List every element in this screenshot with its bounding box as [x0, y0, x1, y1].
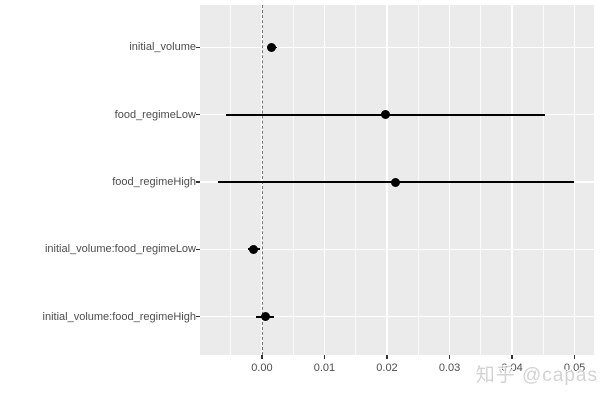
- y-axis-tick: [196, 114, 200, 116]
- gridline-major-vertical: [323, 5, 326, 355]
- gridline-minor-vertical: [542, 5, 544, 355]
- x-axis-tick: [511, 355, 513, 359]
- x-axis-label: 0.01: [313, 362, 336, 374]
- gridline-major-vertical: [261, 5, 263, 355]
- gridline-major-vertical: [573, 5, 576, 355]
- estimate-point: [260, 312, 270, 322]
- zero-reference-line: [261, 5, 263, 355]
- y-axis-tick: [196, 248, 200, 250]
- estimate-point: [391, 177, 401, 187]
- x-axis-tick: [448, 355, 451, 359]
- y-axis-label: initial_volume:food_regimeLow: [44, 243, 196, 256]
- y-axis-tick: [196, 46, 200, 48]
- plot-panel: [200, 5, 594, 355]
- gridline-major-vertical: [386, 5, 388, 355]
- y-axis-label: food_regimeLow: [114, 108, 196, 121]
- estimate-point: [267, 42, 277, 52]
- x-axis-label: 0.00: [251, 362, 273, 374]
- y-axis-tick: [196, 316, 200, 318]
- gridline-major-horizontal: [200, 248, 594, 251]
- x-axis-label: 0.04: [501, 362, 523, 374]
- estimate-point: [249, 244, 259, 254]
- x-axis-tick: [323, 355, 326, 359]
- y-axis-label: initial_volume:food_regimeHigh: [42, 310, 196, 323]
- x-axis-label: 0.03: [438, 362, 461, 374]
- x-axis-tick: [574, 355, 576, 359]
- gridline-minor-vertical: [355, 5, 357, 355]
- gridline-minor-vertical: [292, 5, 294, 355]
- y-axis-tick: [196, 181, 200, 183]
- gridline-minor-vertical: [230, 5, 231, 355]
- x-axis-tick: [261, 355, 263, 359]
- watermark: 知乎 @capas: [475, 365, 598, 386]
- x-axis-label: 0.05: [563, 362, 586, 374]
- y-axis-label: initial_volume: [129, 41, 196, 54]
- gridline-major-vertical: [511, 5, 513, 355]
- gridline-major-horizontal: [200, 46, 594, 49]
- estimate-point: [381, 110, 391, 120]
- gridline-minor-vertical: [480, 5, 482, 355]
- gridline-minor-vertical: [417, 5, 419, 355]
- x-axis-label: 0.02: [376, 362, 398, 374]
- gridline-major-vertical: [448, 5, 451, 355]
- gridline-major-horizontal: [200, 315, 594, 318]
- y-axis-label: food_regimeHigh: [112, 176, 196, 189]
- x-axis-tick: [386, 355, 388, 359]
